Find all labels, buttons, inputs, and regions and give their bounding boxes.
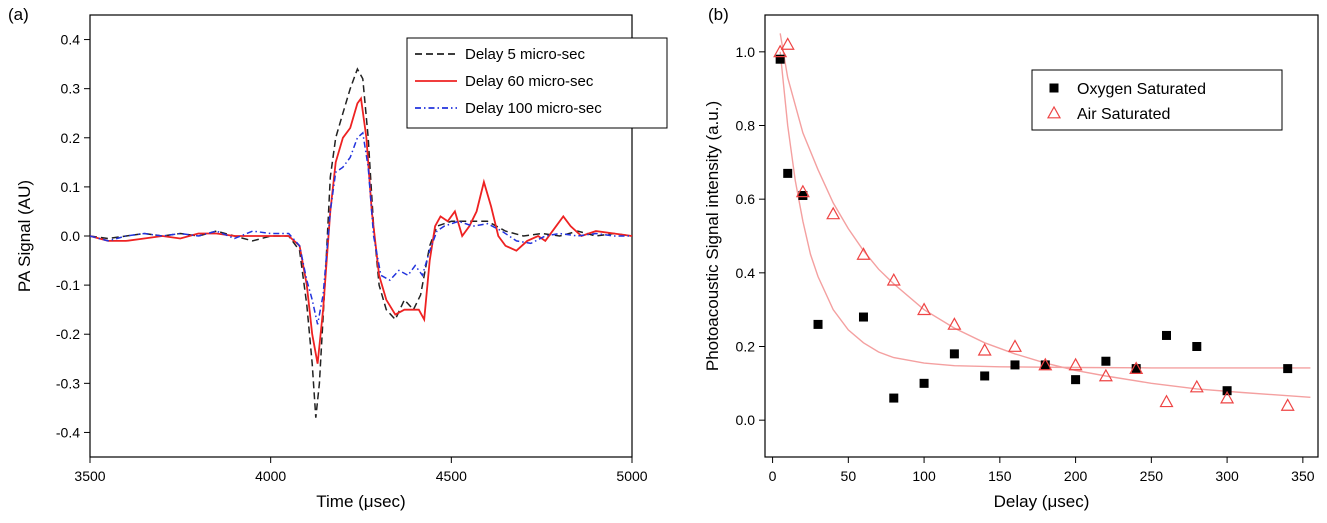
oxygen-point	[813, 319, 823, 329]
oxygen-point	[775, 54, 785, 64]
x-tick-label: 4500	[436, 468, 467, 484]
air-point	[1068, 357, 1083, 371]
legend-box	[406, 37, 668, 129]
legend-label: Delay 5 micro-sec	[465, 46, 586, 63]
plot-frame	[764, 14, 1319, 458]
y-tick-label: 0.1	[61, 179, 81, 195]
panel-tag-b: (b)	[708, 5, 729, 24]
air-point	[886, 272, 901, 286]
x-tick-label: 350	[1291, 468, 1315, 484]
air-point	[826, 206, 841, 220]
y-tick-label: -0.3	[56, 375, 80, 391]
x-tick-label: 5000	[616, 468, 647, 484]
y-tick-label: 0.2	[736, 339, 756, 355]
y-tick-label: 0.0	[736, 412, 756, 428]
panel-tag-a: (a)	[8, 5, 29, 24]
x-tick-label: 300	[1215, 468, 1239, 484]
x-axis-label: Time (μsec)	[316, 492, 405, 511]
air-point	[795, 184, 810, 198]
x-tick-label: 100	[912, 468, 936, 484]
x-tick-label: 250	[1140, 468, 1164, 484]
oxygen-point	[858, 312, 868, 322]
air-point	[917, 302, 932, 316]
x-tick-label: 50	[841, 468, 857, 484]
air-point	[780, 37, 795, 50]
fit-curve-1	[779, 51, 1311, 369]
oxygen-point	[919, 378, 929, 388]
oxygen-point	[783, 168, 793, 178]
air-point	[947, 317, 962, 330]
y-tick-label: 0.0	[61, 228, 81, 244]
x-tick-label: 200	[1064, 468, 1088, 484]
y-tick-label: 0.4	[736, 265, 756, 281]
oxygen-point	[1283, 364, 1293, 374]
oxygen-point	[1040, 360, 1050, 370]
legend-label: Delay 100 micro-sec	[465, 100, 602, 117]
y-tick-label: -0.4	[56, 424, 80, 440]
y-tick-label: 0.6	[736, 191, 756, 207]
oxygen-point	[980, 371, 990, 381]
air-point	[1129, 361, 1144, 374]
air-point	[977, 342, 992, 356]
y-tick-label: -0.1	[56, 277, 80, 293]
air-point	[1038, 357, 1053, 371]
air-point	[1007, 339, 1023, 352]
oxygen-point	[1071, 375, 1081, 385]
oxygen-point	[798, 190, 808, 200]
y-tick-label: 1.0	[736, 44, 756, 60]
legend-marker-air	[1046, 105, 1062, 119]
x-tick-label: 4000	[255, 468, 286, 484]
oxygen-point	[949, 349, 959, 359]
legend-label: Oxygen Saturated	[1077, 81, 1206, 98]
air-point	[1220, 390, 1235, 404]
series-line-2	[89, 96, 633, 364]
fit-curve-2	[779, 33, 1311, 398]
oxygen-point	[1222, 386, 1232, 396]
legend-label: Delay 60 micro-sec	[465, 73, 594, 90]
x-tick-label: 150	[988, 468, 1012, 484]
y-tick-label: 0.4	[61, 32, 81, 48]
x-tick-label: 3500	[74, 468, 105, 484]
y-axis-label: PA Signal (AU)	[15, 180, 34, 292]
oxygen-point	[889, 393, 899, 403]
chart-b: 0 50 100 150 200 250 300 350 0.0 0.2 0.4 0.6 0.8 1.0 D…	[703, 14, 1319, 511]
series-line-3	[89, 131, 632, 325]
chart-a: 3500 4000 4500 5000 -0.4 -0.3 -0.2 -0.1 0.0 0.1 0.…	[15, 14, 668, 511]
y-tick-label: -0.2	[56, 326, 80, 342]
y-tick-label: 0.8	[736, 118, 756, 134]
air-point	[1098, 368, 1113, 382]
legend-label: Air Saturated	[1077, 106, 1170, 123]
x-axis-label: Delay (μsec)	[994, 492, 1090, 511]
air-point	[856, 247, 871, 260]
air-point	[1189, 379, 1204, 393]
legend-marker-oxygen	[1049, 83, 1059, 93]
y-tick-label: 0.3	[61, 81, 81, 97]
y-tick-label: 0.2	[61, 130, 81, 146]
air-point	[773, 44, 788, 58]
air-point	[1159, 394, 1174, 408]
oxygen-point	[1101, 356, 1111, 366]
legend-box	[1031, 69, 1283, 131]
air-point	[1280, 398, 1295, 411]
x-tick-label: 0	[769, 468, 777, 484]
oxygen-point	[1192, 342, 1202, 351]
y-axis-label: Photoacoustic Signal intensity (a.u.)	[703, 101, 722, 371]
oxygen-point	[1131, 364, 1141, 374]
oxygen-point	[1010, 360, 1020, 370]
oxygen-point	[1161, 330, 1171, 340]
series-line-1	[89, 67, 633, 418]
